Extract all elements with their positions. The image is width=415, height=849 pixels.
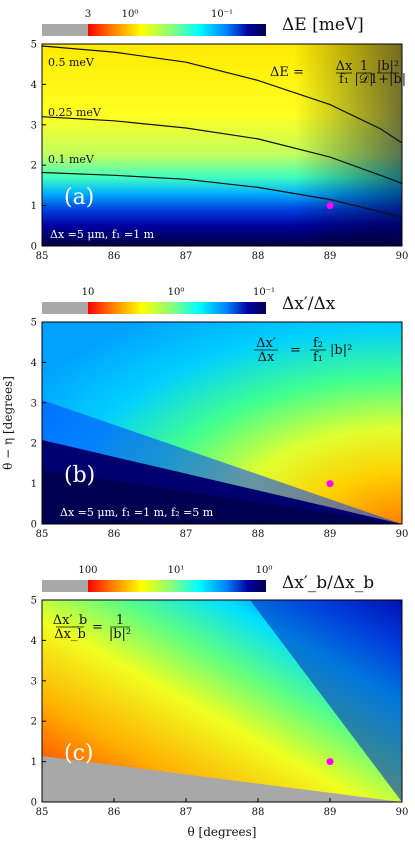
y-tick-label: 2 [31,161,37,172]
colorbar-a: 3 10⁰ 10⁻¹ ΔE [meV] [42,9,364,36]
contour-label-2: 0.1 meV [48,153,95,166]
annotation-a: Δx =5 μm, f₁ =1 m [50,228,155,241]
y-tick-label: 5 [31,318,37,329]
x-tick-label: 86 [108,807,121,818]
y-tick-label: 2 [31,717,37,728]
y-tick-label: 4 [31,80,37,91]
x-axis-label: θ [degrees] [188,825,257,839]
y-tick-label: 1 [31,479,37,490]
panel-label-c: (c) [64,741,94,766]
colorbar-b-tick-0: 10 [82,287,95,298]
x-tick-label: 90 [396,807,409,818]
formula-b: Δx′ Δx = f₂ f₁ |b|² [254,336,352,365]
panel-a: 3 10⁰ 10⁻¹ ΔE [meV] 85 86 87 88 89 90 0 1 2 3 4 5 0… [31,9,409,262]
contour-label-1: 0.25 meV [48,106,102,119]
formula-a-f2-den: |𝒟| [354,72,373,87]
y-tick-label: 0 [31,520,37,531]
x-tick-label: 87 [180,807,193,818]
y-tick-label: 1 [31,201,37,212]
x-tick-label: 88 [252,529,265,540]
x-tick-label: 89 [324,807,337,818]
colorbar-c-tick-2: 10⁰ [256,565,273,576]
y-tick-label: 4 [31,358,37,369]
x-tick-label: 87 [180,529,193,540]
formula-a-f1-num: Δx [336,59,353,74]
formula-c: Δx′_b Δx_b = 1 |b|² [53,613,131,642]
x-tick-label: 88 [252,807,265,818]
formula-a-f2-num: 1 [360,59,368,74]
marker-point [326,758,334,766]
formula-a-f3-den: 1+|b| [370,72,406,87]
y-axis-label: θ − η [degrees] [1,376,15,470]
y-tick-label: 5 [31,40,37,51]
colorbar-a-title: ΔE [meV] [282,15,364,35]
panel-label-a: (a) [64,185,94,210]
contour-line-1 [42,116,402,184]
x-tick-label: 88 [252,251,265,262]
x-tick-label: 90 [396,251,409,262]
formula-c-lhs-num: Δx′_b [53,613,88,628]
y-tick-label: 3 [31,120,37,131]
formula-c-eq: = [92,620,103,635]
panel-b: 10 10⁰ 10⁻¹ Δx′/Δx 85 86 87 88 89 90 0 1 2 3 4 5 θ … [1,287,408,540]
formula-b-rhs-den: f₁ [313,350,323,365]
x-tick-label: 86 [108,251,121,262]
contour-line-0 [42,45,402,144]
formula-c-rhs-den: |b|² [109,627,131,642]
colorbar-c-title: Δx′_b/Δx_b [282,573,374,593]
panel-c: 100 10¹ 10⁰ Δx′_b/Δx_b 85 86 87 88 89 90 0 1 2 3 4… [31,565,409,839]
y-tick-label: 1 [31,757,37,768]
heatmap-b-blue-band [42,400,402,524]
formula-c-lhs-den: Δx_b [54,627,86,642]
x-tick-label: 85 [36,251,49,262]
colorbar-c-tick-0: 100 [78,565,97,576]
formula-a-f1-den: f₁ [339,72,349,87]
colorbar-a-tick-2: 10⁻¹ [211,9,233,20]
formula-b-rhs-num: f₂ [313,336,323,351]
formula-a: ΔE = Δx f₁ 1 |𝒟| |b|² 1+|b| [270,59,406,87]
ticks-b: 85 86 87 88 89 90 0 1 2 3 4 5 [31,318,409,541]
formula-c-rhs-num: 1 [116,613,124,628]
y-tick-label: 2 [31,439,37,450]
y-tick-label: 0 [31,242,37,253]
panel-label-b: (b) [64,463,95,488]
colorbar-b-tick-2: 10⁻¹ [253,287,275,298]
x-tick-label: 86 [108,529,121,540]
x-tick-label: 87 [180,251,193,262]
formula-b-eq: = [290,343,301,358]
colorbar-c-tick-1: 10¹ [168,565,185,576]
annotation-b: Δx =5 μm, f₁ =1 m, f₂ =5 m [60,506,214,519]
y-tick-label: 3 [31,676,37,687]
colorbar-b: 10 10⁰ 10⁻¹ Δx′/Δx [42,287,336,314]
y-tick-label: 3 [31,398,37,409]
colorbar-b-title: Δx′/Δx [282,294,336,314]
x-tick-label: 85 [36,529,49,540]
ticks-a: 85 86 87 88 89 90 0 1 2 3 4 5 [31,40,409,263]
formula-a-lhs: ΔE = [270,65,304,80]
colorbar-a-tick-1: 10⁰ [122,9,139,20]
ticks-c: 85 86 87 88 89 90 0 1 2 3 4 5 [31,596,409,819]
colorbar-a-tick-0: 3 [85,9,91,20]
heatmap-c-blue-fan [250,600,402,802]
colorbar-b-tick-1: 10⁰ [168,287,185,298]
y-tick-label: 5 [31,596,37,607]
formula-a-f3-num: |b|² [377,59,399,74]
contour-label-0: 0.5 meV [48,56,95,69]
x-tick-label: 90 [396,529,409,540]
x-tick-label: 89 [324,251,337,262]
y-tick-label: 0 [31,798,37,809]
marker-point [326,202,334,210]
x-tick-label: 89 [324,529,337,540]
y-tick-label: 4 [31,636,37,647]
formula-b-rhs-tail: |b|² [330,343,352,358]
contour-line-2 [42,171,402,218]
contours-a [42,45,402,218]
heatmap-c-gray-region [42,756,402,802]
formula-b-lhs-num: Δx′ [256,336,276,351]
formula-b-lhs-den: Δx [258,350,275,365]
x-tick-label: 85 [36,807,49,818]
marker-point [326,480,334,488]
colorbar-c: 100 10¹ 10⁰ Δx′_b/Δx_b [42,565,374,593]
